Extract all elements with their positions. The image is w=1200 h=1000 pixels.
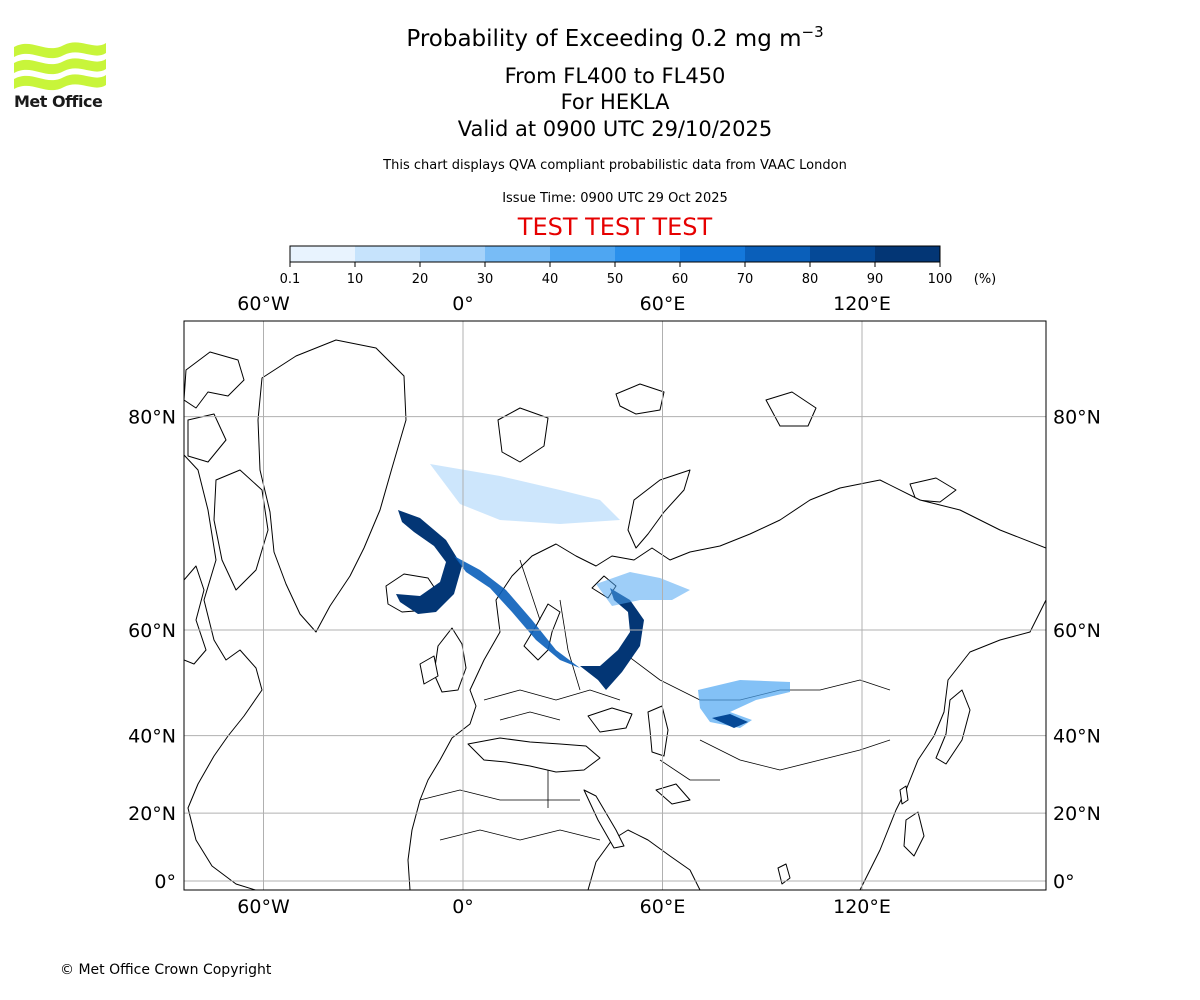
colorbar-tick-label: 80 — [802, 272, 819, 287]
volcano-title: For HEKLA — [560, 90, 670, 114]
red-sea — [583, 789, 625, 849]
lon-labels-bottom: 60°W 0° 60°E 120°E — [237, 896, 891, 918]
lon-label: 60°E — [640, 896, 686, 918]
colorbar-tick-label: 50 — [607, 272, 624, 287]
lat-label: 80°N — [128, 407, 176, 429]
plume-core-central-asia — [712, 714, 748, 728]
met-office-logo-icon — [14, 42, 106, 91]
colorbar-tick-label: 0.1 — [280, 272, 300, 287]
colorbar-tick-label: 90 — [867, 272, 884, 287]
lat-label: 0° — [154, 871, 176, 893]
baffin-island — [213, 469, 269, 591]
lon-label: 120°E — [833, 896, 891, 918]
lon-label: 0° — [452, 896, 474, 918]
issue-time: Issue Time: 0900 UTC 29 Oct 2025 — [502, 191, 728, 206]
copyright: © Met Office Crown Copyright — [60, 962, 272, 978]
franz-josef-land — [615, 383, 665, 415]
subtitle: This chart displays QVA compliant probab… — [383, 158, 847, 173]
colorbar: 0.1 10 20 30 40 50 60 70 80 90 100 (%) — [280, 245, 997, 287]
lat-label: 60°N — [128, 620, 176, 642]
colorbar-swatch — [355, 246, 421, 262]
colorbar-tick-label: 30 — [477, 272, 494, 287]
colorbar-unit: (%) — [974, 272, 997, 287]
colorbar-tick-label: 70 — [737, 272, 754, 287]
ash-plume — [396, 464, 790, 728]
colorbar-tick-label: 20 — [412, 272, 429, 287]
colorbar-ticks: 0.1 10 20 30 40 50 60 70 80 90 100 — [280, 262, 952, 287]
colorbar-swatch — [485, 246, 551, 262]
lon-label: 0° — [452, 293, 474, 315]
colorbar-swatch — [745, 246, 811, 262]
colorbar-swatch — [810, 246, 876, 262]
chart-title: Probability of Exceeding 0.2 mg m−3 — [406, 23, 824, 52]
test-banner: TEST TEST TEST — [517, 213, 713, 241]
novaya-zemlya — [627, 469, 691, 549]
colorbar-swatch — [875, 246, 941, 262]
north-america — [184, 454, 281, 890]
japan — [935, 689, 971, 765]
valid-time-title: Valid at 0900 UTC 29/10/2025 — [457, 117, 773, 141]
svalbard — [497, 407, 549, 463]
colorbar-tick-label: 100 — [928, 272, 953, 287]
lat-label: 0° — [1053, 871, 1075, 893]
colorbar-swatch — [290, 246, 356, 262]
plume-core-iceland — [396, 510, 462, 614]
lat-labels-right: 80°N 60°N 40°N 20°N 0° — [1053, 407, 1101, 893]
lon-label: 60°E — [640, 293, 686, 315]
colorbar-swatch — [550, 246, 616, 262]
baltic-sea — [523, 603, 561, 661]
colorbar-tick-label: 10 — [347, 272, 364, 287]
ireland — [419, 655, 439, 685]
hudson-bay-shore — [184, 565, 207, 665]
lon-label: 60°W — [237, 896, 290, 918]
lat-label: 40°N — [128, 726, 176, 748]
sri-lanka — [777, 863, 791, 885]
lat-label: 60°N — [1053, 620, 1101, 642]
plume-core-russia — [580, 588, 644, 690]
map-frame — [183, 320, 1047, 891]
arctic-islands — [184, 351, 245, 409]
persian-gulf — [655, 783, 691, 805]
lat-label: 20°N — [128, 803, 176, 825]
lat-label: 20°N — [1053, 803, 1101, 825]
colorbar-tick-label: 60 — [672, 272, 689, 287]
logo-text: Met Office — [14, 92, 103, 111]
plume-scatter-russia — [596, 572, 690, 606]
black-sea — [587, 707, 633, 733]
arctic-islands-2 — [187, 413, 227, 463]
colorbar-tick-label: 40 — [542, 272, 559, 287]
mediterranean-sea — [467, 737, 601, 773]
colorbar-swatch — [420, 246, 486, 262]
colorbar-swatches — [290, 246, 941, 262]
lat-label: 40°N — [1053, 726, 1101, 748]
lat-labels-left: 80°N 60°N 40°N 20°N 0° — [128, 407, 176, 893]
greenland — [257, 339, 407, 633]
lon-label: 120°E — [833, 293, 891, 315]
plume-band-scandinavia — [454, 556, 580, 668]
lon-labels-top: 60°W 0° 60°E 120°E — [237, 293, 891, 315]
taiwan — [899, 785, 909, 805]
colorbar-swatch — [615, 246, 681, 262]
flight-level-title: From FL400 to FL450 — [504, 64, 726, 88]
lon-label: 60°W — [237, 293, 290, 315]
lat-label: 80°N — [1053, 407, 1101, 429]
colorbar-swatch — [680, 246, 746, 262]
gridlines — [184, 321, 1046, 890]
plume-scatter-north — [430, 464, 620, 524]
